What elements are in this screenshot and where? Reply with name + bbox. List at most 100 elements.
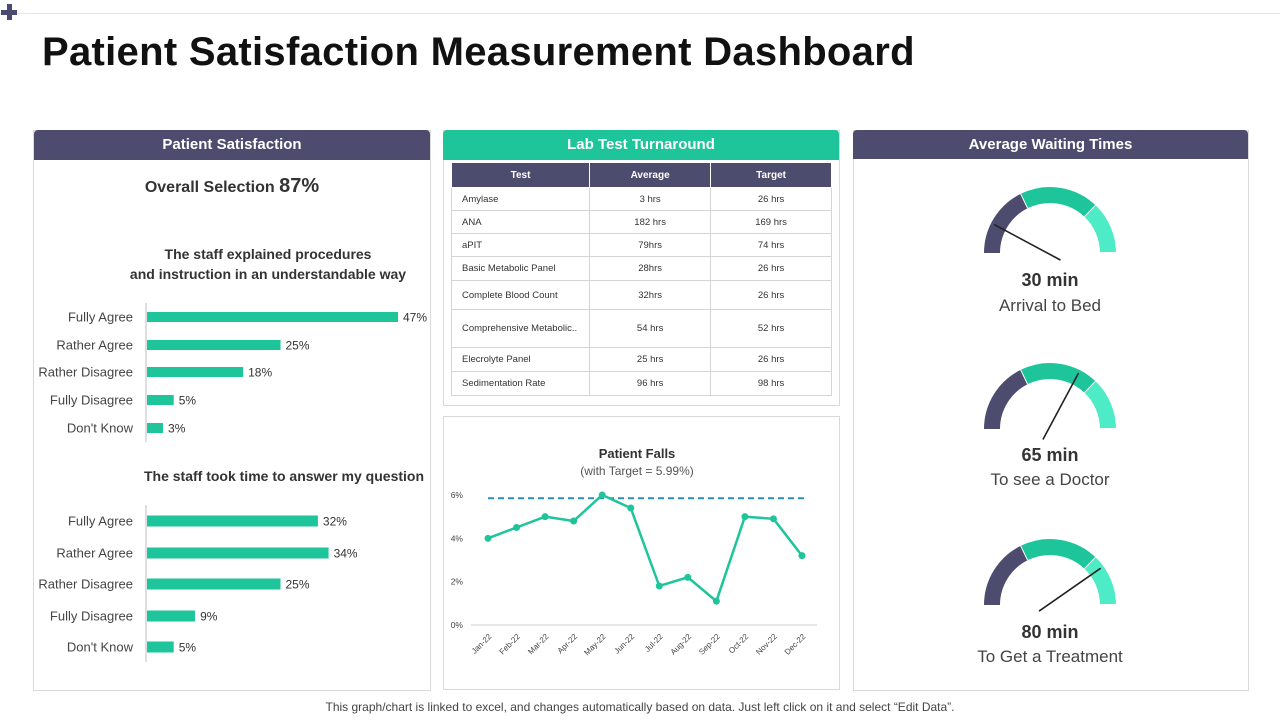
bar-value-label: 32%	[323, 515, 347, 529]
bar-value-label: 25%	[286, 339, 310, 353]
x-tick-label: Mar-22	[526, 632, 551, 657]
bar-category-label: Fully Disagree	[50, 393, 133, 408]
gauge-label-treatment: To Get a Treatment	[977, 647, 1123, 666]
table-cell-target: 26 hrs	[710, 347, 832, 372]
table-cell-test: Comprehensive Metabolic..	[450, 309, 591, 348]
table-row: Elecrolyte Panel 25 hrs 26 hrs	[450, 347, 832, 372]
bar-chart-title: The staff explained procedures	[165, 246, 372, 262]
waiting-times-header: Average Waiting Times	[853, 130, 1248, 159]
page-title: Patient Satisfaction Measurement Dashboa…	[42, 30, 915, 74]
patient-satisfaction-panel	[33, 130, 431, 691]
x-tick-label: Jan-22	[470, 632, 494, 656]
gauge-needle	[993, 224, 1061, 261]
table-cell-average: 182 hrs	[589, 210, 712, 234]
bar	[147, 312, 398, 322]
bar	[147, 578, 281, 590]
top-rule	[0, 13, 1280, 14]
table-cell-target: 74 hrs	[710, 233, 832, 257]
data-point	[541, 513, 549, 521]
table-row: Basic Metabolic Panel 28hrs 26 hrs	[450, 256, 832, 281]
y-tick-label: 2%	[451, 577, 464, 587]
line-chart-title: Patient Falls	[599, 446, 676, 461]
gauge-segment-mid	[1021, 363, 1096, 394]
gauge-segment-high	[1084, 381, 1116, 430]
table-cell-average: 28hrs	[589, 256, 712, 281]
bar-category-label: Rather Agree	[56, 338, 133, 353]
table-row: Sedimentation Rate 96 hrs 98 hrs	[450, 371, 832, 396]
gauge-separator	[1020, 193, 1029, 209]
gauge-segment-high	[1084, 557, 1116, 606]
y-tick-label: 6%	[451, 490, 464, 500]
table-cell-test: Basic Metabolic Panel	[450, 256, 591, 281]
table-cell-target: 169 hrs	[710, 210, 832, 234]
gauge-separator	[1020, 545, 1029, 561]
data-point	[570, 517, 578, 525]
table-cell-target: 26 hrs	[710, 187, 832, 211]
table-cell-average: 3 hrs	[589, 187, 712, 211]
table-cell-test: aPIT	[450, 233, 591, 257]
series-line	[487, 493, 803, 604]
x-tick-label: Dec-22	[783, 632, 808, 657]
x-tick-label: May-22	[582, 632, 608, 658]
bar	[147, 395, 174, 405]
bar-value-label: 34%	[334, 547, 358, 561]
data-point	[684, 573, 692, 581]
table-cell-test: ANA	[450, 210, 591, 234]
data-point	[513, 524, 521, 531]
bar-value-label: 3%	[168, 422, 186, 436]
patient-satisfaction-header: Patient Satisfaction	[34, 130, 430, 160]
data-point	[712, 597, 720, 605]
column-header-test: Test	[450, 162, 591, 188]
data-point	[627, 504, 635, 512]
table-cell-test: Complete Blood Count	[450, 280, 591, 310]
table-cell-target: 26 hrs	[710, 256, 832, 281]
gauge-separator	[1084, 556, 1097, 570]
table-row: Comprehensive Metabolic.. 54 hrs 52 hrs	[450, 309, 832, 348]
column-header-average: Average	[589, 162, 712, 188]
bar	[147, 423, 164, 433]
gauge-segment-high	[1084, 205, 1116, 254]
data-point	[769, 515, 777, 523]
table-cell-target: 52 hrs	[710, 309, 832, 348]
bar-value-label: 5%	[179, 394, 197, 408]
footer-note: This graph/chart is linked to excel, and…	[325, 700, 955, 714]
bar-value-label: 9%	[200, 610, 218, 624]
gauge-value-doctor: 65 min	[1021, 445, 1079, 465]
data-point	[484, 534, 492, 542]
plus-icon	[1, 4, 17, 20]
data-point	[741, 513, 749, 521]
bar-value-label: 25%	[286, 578, 310, 592]
gauge-value-arrival: 30 min	[1021, 270, 1079, 290]
data-point	[655, 582, 663, 590]
bar	[147, 367, 244, 377]
waiting-time-gauges	[984, 187, 1116, 612]
bar-value-label: 5%	[179, 641, 197, 655]
waiting-times-panel	[853, 130, 1249, 691]
overall-selection-value: 87%	[279, 175, 320, 197]
bar-category-label: Fully Agree	[68, 310, 133, 325]
gauge-segment-mid	[1021, 187, 1096, 218]
x-tick-label: Aug-22	[669, 632, 694, 657]
data-point	[598, 491, 606, 499]
bar	[147, 515, 318, 527]
table-cell-average: 32hrs	[589, 280, 712, 310]
overall-selection: Overall Selection 87%	[34, 175, 430, 198]
table-cell-test: Sedimentation Rate	[450, 371, 591, 396]
gauge-value-treatment: 80 min	[1021, 622, 1079, 642]
bar	[147, 641, 174, 653]
bar-category-label: Rather Agree	[56, 546, 133, 561]
y-tick-label: 0%	[451, 620, 464, 630]
gauge-segment-mid	[1021, 539, 1096, 570]
table-cell-target: 98 hrs	[710, 371, 832, 396]
line-chart-subtitle: (with Target = 5.99%)	[580, 464, 694, 478]
x-tick-label: Oct-22	[727, 632, 751, 656]
bar-chart-title: The staff took time to answer my questio…	[144, 468, 424, 484]
table-header-row: Test Average Target	[450, 162, 832, 188]
table-row: Amylase 3 hrs 26 hrs	[450, 187, 832, 211]
gauge-needle	[1042, 372, 1079, 440]
bar-category-label: Don't Know	[67, 421, 134, 436]
table-row: Complete Blood Count 32hrs 26 hrs	[450, 280, 832, 310]
table-cell-target: 26 hrs	[710, 280, 832, 310]
lab-test-header: Lab Test Turnaround	[443, 130, 839, 160]
bar-category-label: Don't Know	[67, 640, 134, 655]
